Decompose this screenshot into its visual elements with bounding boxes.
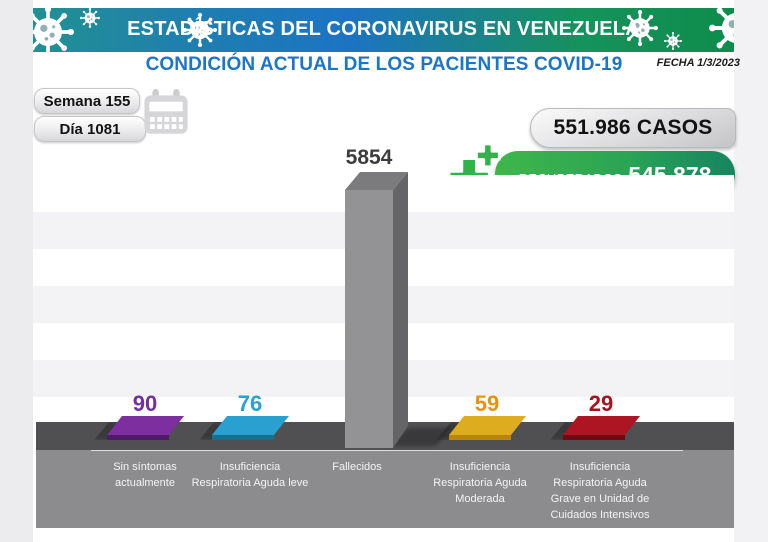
- slab-top: [107, 416, 184, 435]
- bar-value: 59: [474, 391, 500, 416]
- date-label: FECHA 1/3/2023: [656, 57, 740, 69]
- page-title: CONDICIÓN ACTUAL DE LOS PACIENTES COVID-…: [145, 54, 623, 75]
- bar-slab: [94, 416, 184, 440]
- calendar-icon: [144, 89, 188, 134]
- right-margin: [734, 0, 768, 542]
- bar-side-face: [393, 172, 408, 448]
- total-cases-badge: 551.986 CASOS: [530, 108, 736, 148]
- banner-title: ESTADÍSTICAS DEL CORONAVIRUS EN VENEZUEL…: [127, 18, 640, 41]
- bar-top-face: [345, 172, 408, 190]
- slab-top: [563, 416, 640, 435]
- separator-line: [91, 450, 683, 451]
- category-label: Fallecidos: [332, 461, 382, 473]
- slab-front: [563, 435, 625, 440]
- bar-slab: [550, 416, 640, 440]
- slab-front: [449, 435, 511, 440]
- category-label: Sin síntomas actualmente: [113, 461, 177, 489]
- bar-fallecidos: [345, 172, 408, 448]
- category-labels-panel: [36, 450, 734, 528]
- slab-front: [107, 435, 169, 440]
- slab-front: [212, 435, 274, 440]
- category-label: Insuficiencia Respiratoria Aguda Moderad…: [433, 461, 527, 505]
- bar-value: 76: [237, 391, 263, 416]
- banner: ESTADÍSTICAS DEL CORONAVIRUS EN VENEZUEL…: [33, 8, 734, 52]
- bar-front-face: [345, 190, 393, 448]
- slab-top: [449, 416, 526, 435]
- category-label: Insuficiencia Respiratoria Aguda leve: [191, 461, 309, 489]
- bar-value: 29: [588, 391, 614, 416]
- bar-slab: [199, 416, 289, 440]
- day-badge: Día 1081: [34, 116, 146, 142]
- left-margin: [0, 0, 33, 542]
- bar-value: 5854: [345, 146, 393, 169]
- bar-value: 90: [132, 391, 158, 416]
- category-label: Insuficiencia Respiratoria Aguda Grave e…: [550, 461, 650, 521]
- bar-slab: [436, 416, 526, 440]
- slab-top: [212, 416, 289, 435]
- week-badge: Semana 155: [34, 88, 140, 114]
